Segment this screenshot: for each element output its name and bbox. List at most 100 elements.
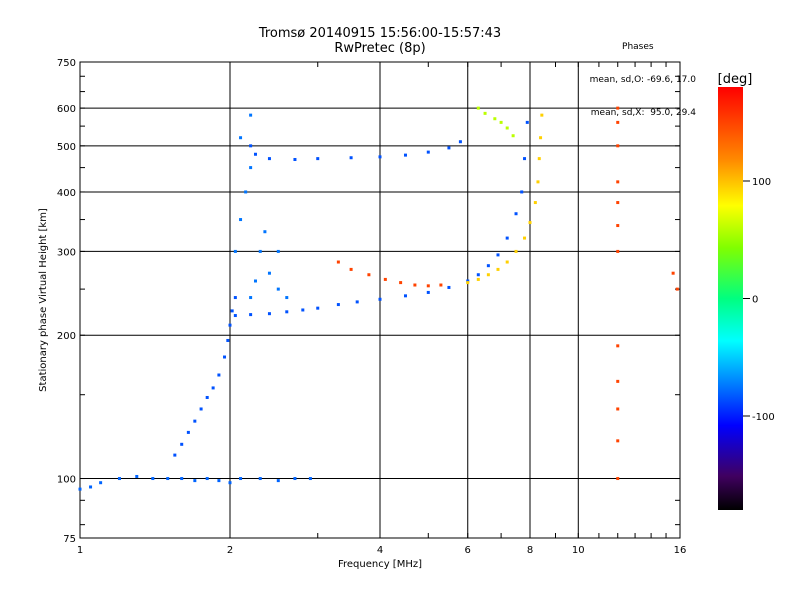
x-tick-label: 1 xyxy=(77,545,83,556)
data-point xyxy=(514,212,518,216)
data-point xyxy=(205,477,209,481)
data-point xyxy=(413,283,417,287)
title-line-2: RwPretec (8p) xyxy=(334,41,426,56)
data-point xyxy=(249,313,253,317)
data-point xyxy=(223,355,227,359)
colorbar-tick-label: 100 xyxy=(752,177,771,188)
colorbar-ticks: 100 0 -100 xyxy=(743,177,775,423)
x-axis: 1 2 4 6 8 10 16 xyxy=(77,62,687,556)
data-point xyxy=(533,201,537,205)
phase-stats-x: mean, sd,X: 95.0, 29.4 xyxy=(590,108,696,118)
data-point xyxy=(205,395,209,399)
data-point xyxy=(301,308,305,312)
data-point xyxy=(211,386,215,390)
data-point xyxy=(267,312,271,316)
data-point xyxy=(349,156,353,160)
data-point xyxy=(173,453,177,457)
data-point xyxy=(616,249,620,253)
data-point xyxy=(166,477,170,481)
data-point xyxy=(514,249,518,253)
data-point xyxy=(466,279,470,283)
data-point xyxy=(151,477,155,481)
data-point xyxy=(239,218,243,222)
y-tick-label: 600 xyxy=(57,104,76,115)
data-point xyxy=(276,479,280,483)
x-tick-label: 2 xyxy=(227,545,233,556)
data-point xyxy=(258,477,262,481)
data-point xyxy=(99,481,103,485)
data-point xyxy=(117,477,121,481)
data-point xyxy=(439,283,443,287)
colorbar xyxy=(718,87,743,510)
data-point xyxy=(520,190,524,194)
y-tick-label: 300 xyxy=(57,247,76,258)
colorbar-label: [deg] xyxy=(718,72,753,87)
data-point xyxy=(249,166,253,170)
data-point xyxy=(616,180,620,184)
data-point xyxy=(616,106,620,110)
data-point xyxy=(276,249,280,253)
data-point xyxy=(308,477,312,481)
data-point xyxy=(244,190,248,194)
data-point xyxy=(367,273,371,277)
data-point xyxy=(476,273,480,277)
data-point xyxy=(525,120,529,124)
colorbar-tick-label: 0 xyxy=(752,295,758,306)
data-point xyxy=(476,106,480,110)
data-point xyxy=(226,338,230,342)
data-point xyxy=(239,477,243,481)
data-point xyxy=(336,303,340,307)
data-point xyxy=(616,477,620,481)
data-point xyxy=(228,323,232,327)
data-point xyxy=(528,221,532,225)
data-point xyxy=(193,419,197,423)
data-point xyxy=(671,271,675,275)
data-point xyxy=(233,249,237,253)
data-point xyxy=(616,439,620,443)
chart-title: Tromsø 20140915 15:56:00-15:57:43 RwPret… xyxy=(230,26,530,56)
y-tick-label: 75 xyxy=(63,534,76,545)
data-point xyxy=(505,260,509,264)
data-point xyxy=(616,344,620,348)
y-axis-label: Stationary phase Virtual Height [km] xyxy=(38,208,49,392)
data-point xyxy=(523,236,527,240)
data-point xyxy=(89,485,93,489)
data-point xyxy=(355,300,359,304)
data-point xyxy=(539,136,543,140)
title-line-1: Tromsø 20140915 15:56:00-15:57:43 xyxy=(258,26,502,41)
data-point xyxy=(217,373,221,377)
data-point xyxy=(233,296,237,300)
data-point xyxy=(383,277,387,281)
data-point xyxy=(426,150,430,154)
data-point xyxy=(540,113,544,117)
data-point xyxy=(267,157,271,161)
data-point xyxy=(493,117,497,121)
data-point xyxy=(466,281,470,285)
data-point xyxy=(616,144,620,148)
x-tick-label: 8 xyxy=(527,545,533,556)
data-point xyxy=(233,314,237,318)
data-point xyxy=(378,155,382,159)
data-point xyxy=(193,479,197,483)
x-tick-label: 16 xyxy=(674,545,687,556)
data-point xyxy=(486,273,490,277)
data-point xyxy=(399,281,403,285)
data-point xyxy=(253,152,257,156)
data-point xyxy=(511,134,515,138)
data-point xyxy=(349,267,353,271)
data-point xyxy=(230,309,234,313)
data-point xyxy=(249,113,253,117)
data-point xyxy=(447,146,451,150)
y-tick-label: 750 xyxy=(57,58,76,69)
data-point xyxy=(135,474,139,478)
grid-lines xyxy=(80,62,680,538)
data-point xyxy=(293,157,297,161)
phase-stats-heading: Phases xyxy=(622,42,654,52)
data-point xyxy=(616,224,620,228)
data-point xyxy=(496,253,500,257)
colorbar-tick-label: -100 xyxy=(752,412,775,423)
data-point xyxy=(447,285,451,289)
data-point xyxy=(186,430,190,434)
data-point xyxy=(616,379,620,383)
data-point xyxy=(403,294,407,298)
